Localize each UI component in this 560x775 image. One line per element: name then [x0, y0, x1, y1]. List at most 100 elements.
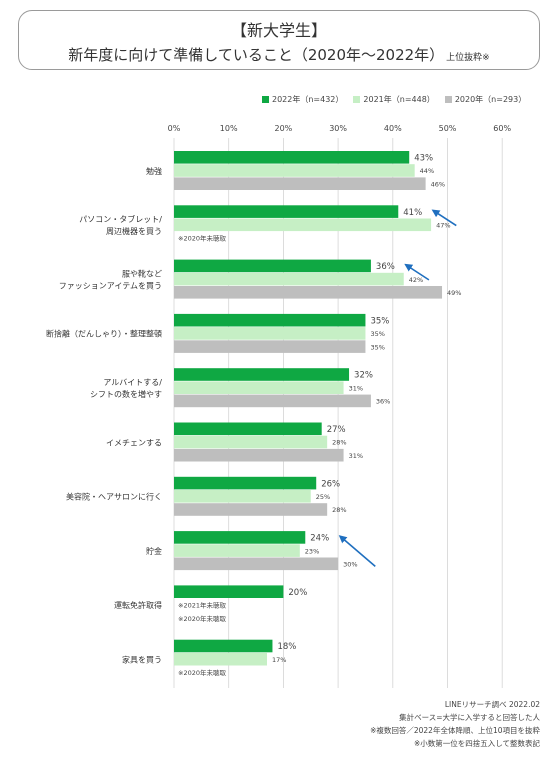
bar-2021 [174, 327, 366, 340]
category-label: パソコン・タブレット/ [79, 214, 162, 224]
data-label: 46% [431, 180, 445, 188]
not-surveyed-note: ※2021年未聴取 [178, 601, 226, 610]
data-label: 43% [414, 154, 433, 164]
data-label: 18% [277, 642, 296, 652]
legend-label-2020: 2020年（n=293） [454, 95, 527, 104]
legend-item-2020: 2020年（n=293） [444, 94, 527, 105]
legend-swatch-2022 [262, 96, 269, 103]
x-tick-label: 20% [275, 124, 293, 133]
x-tick-label: 50% [439, 124, 457, 133]
data-label: 28% [332, 439, 346, 447]
bar-2022 [174, 531, 306, 544]
bar-2021 [174, 218, 432, 232]
category-label: 断捨離（だんしゃり）・整理整頓 [46, 329, 162, 339]
footer-note-source: LINEリサーチ調べ 2022.02 [444, 700, 540, 709]
legend-swatch-2021 [353, 96, 361, 103]
bar-2020 [174, 394, 371, 408]
category-label: 美容院・ヘアサロンに行く [66, 492, 162, 502]
data-label: 25% [316, 493, 330, 501]
category-label: 服や靴など [122, 268, 162, 278]
data-label: 36% [376, 262, 395, 272]
bar-2020 [174, 177, 426, 190]
data-label: 35% [370, 343, 384, 351]
bar-2022 [174, 476, 317, 490]
highlight-arrow [404, 263, 430, 281]
x-tick-label: 60% [493, 124, 511, 133]
bar-2022 [174, 368, 350, 381]
data-label: 31% [349, 384, 363, 392]
bar-2022 [174, 205, 399, 218]
data-label: 30% [343, 561, 357, 569]
data-label: 27% [327, 425, 346, 435]
bar-2022 [174, 639, 273, 653]
footer-notes: LINEリサーチ調べ 2022.02 集計ベース=大学に入学すると回答した人 ※… [370, 698, 540, 750]
x-tick-label: 30% [329, 124, 347, 133]
bar-2022 [174, 151, 410, 164]
data-label: 47% [436, 222, 450, 230]
bar-2020 [174, 448, 344, 462]
title-box: 【新大学生】 新年度に向けて準備していること（2020年〜2022年） 上位抜粋※ [18, 10, 540, 70]
chart-subtitle-text: 新年度に向けて準備していること（2020年〜2022年） [68, 46, 445, 64]
category-label: アルバイトする/ [103, 378, 162, 387]
legend-label-2022: 2022年（n=432） [272, 95, 344, 104]
not-surveyed-note: ※2020年未聴取 [178, 614, 226, 623]
bar-2021 [174, 381, 344, 394]
data-label: 35% [370, 330, 384, 338]
data-label: 35% [370, 316, 389, 326]
category-label: 周辺機器を買う [106, 226, 162, 236]
bar-2020 [174, 286, 443, 299]
category-label: 貯金 [146, 546, 162, 556]
bar-2020 [174, 557, 339, 571]
data-label: 44% [420, 167, 434, 175]
bar-2021 [174, 164, 415, 177]
data-label: 41% [403, 208, 422, 218]
x-tick-label: 40% [384, 124, 402, 133]
chart-title: 【新大学生】 [230, 21, 327, 40]
legend-item-2021: 2021年（n=448） [353, 94, 435, 105]
category-label: 勉強 [146, 166, 162, 176]
legend-item-2022: 2022年（n=432） [262, 94, 343, 105]
data-label: 31% [349, 452, 363, 460]
data-label: 24% [310, 534, 329, 544]
bar-2021 [174, 544, 300, 557]
category-label: 運転免許取得 [114, 600, 162, 610]
bar-2022 [174, 313, 366, 327]
bar-2021 [174, 490, 311, 503]
highlight-arrow [338, 535, 376, 567]
x-tick-label: 0% [168, 124, 181, 133]
category-label: シフトの数を増やす [90, 389, 162, 399]
not-surveyed-note: ※2020年未聴取 [178, 668, 226, 677]
data-label: 36% [376, 398, 390, 406]
legend-swatch-2020 [444, 96, 452, 103]
data-label: 49% [447, 289, 461, 297]
bar-2020 [174, 503, 328, 516]
chart-subtitle-suffix: 上位抜粋※ [446, 53, 490, 63]
data-label: 23% [305, 547, 319, 555]
category-label: ファッションアイテムを買う [59, 281, 162, 290]
bar-2021 [174, 652, 267, 666]
footer-note-rounding: ※小数第一位を四捨五入して整数表記 [413, 739, 540, 748]
data-label: 17% [272, 656, 286, 664]
data-label: 32% [354, 371, 373, 381]
x-tick-label: 10% [220, 124, 238, 133]
data-label: 28% [332, 506, 346, 514]
chart-subtitle: 新年度に向けて準備していること（2020年〜2022年） 上位抜粋※ [19, 44, 539, 65]
bar-2022 [174, 259, 371, 273]
footer-note-multiple: ※複数回答／2022年全体降順、上位10項目を抜粋 [370, 726, 540, 735]
bar-2021 [174, 435, 328, 449]
highlight-arrow [431, 209, 457, 227]
category-label: 家具を買う [122, 655, 162, 665]
data-label: 26% [321, 479, 340, 489]
category-label: イメチェンする [106, 438, 162, 447]
bar-2022 [174, 585, 284, 598]
not-surveyed-note: ※2020年未聴取 [178, 234, 226, 243]
data-label: 20% [288, 588, 307, 598]
chart-legend: 2022年（n=432） 2021年（n=448） 2020年（n=293） [262, 94, 526, 105]
bar-2020 [174, 340, 366, 353]
legend-label-2021: 2021年（n=448） [363, 95, 435, 104]
footer-note-base: 集計ベース=大学に入学すると回答した人 [399, 713, 540, 722]
bar-2021 [174, 272, 404, 286]
data-label: 42% [409, 276, 423, 284]
bar-2022 [174, 422, 322, 436]
